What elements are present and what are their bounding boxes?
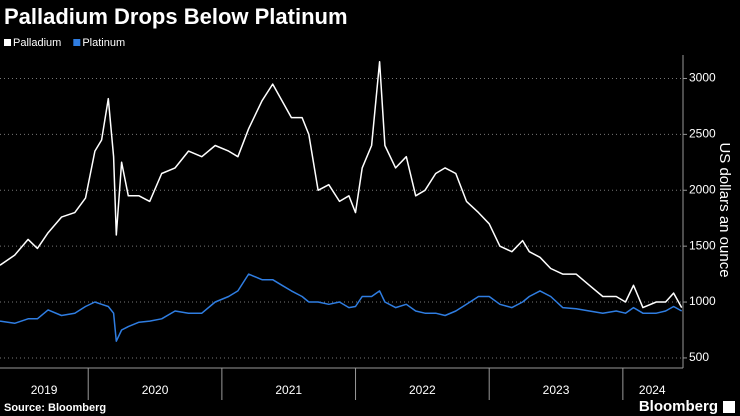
series-line <box>0 60 683 309</box>
x-tick-label: 2023 <box>543 383 570 397</box>
x-tick-label: 2019 <box>31 383 58 397</box>
y-tick-label: 2000 <box>689 182 716 196</box>
legend-label: Palladium <box>13 37 61 49</box>
series-line <box>0 273 683 342</box>
y-tick-label: 3000 <box>689 71 716 85</box>
legend-label: Platinum <box>82 37 125 49</box>
source: Source: Bloomberg <box>4 402 106 414</box>
x-tick-label: 2021 <box>275 383 302 397</box>
x-tick-label: 2022 <box>409 383 436 397</box>
brand: Bloomberg <box>639 398 718 415</box>
x-tick-label: 2024 <box>639 383 666 397</box>
x-tick-label: 2020 <box>142 383 169 397</box>
legend-swatch <box>73 39 81 46</box>
y-tick-label: 500 <box>689 350 709 364</box>
brand-icon <box>723 401 735 413</box>
chart-title: Palladium Drops Below Platinum <box>4 4 348 29</box>
y-axis-label: US dollars an ounce <box>716 142 733 277</box>
y-tick-label: 1500 <box>689 238 716 252</box>
legend-swatch <box>4 39 11 46</box>
y-tick-label: 1000 <box>689 294 716 308</box>
y-tick-label: 2500 <box>689 127 716 141</box>
